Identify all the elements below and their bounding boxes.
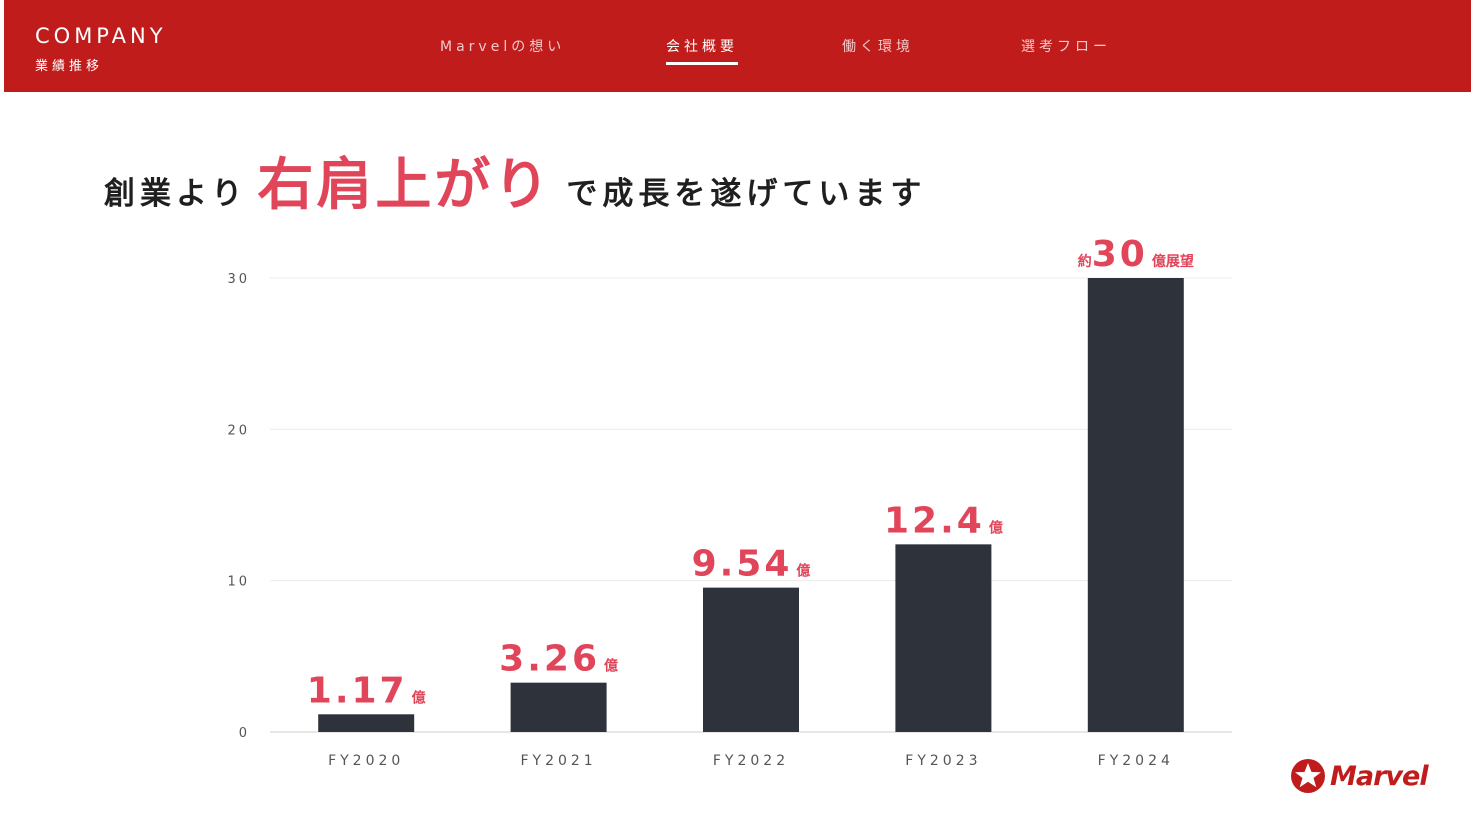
data-label-value: 9.54 xyxy=(692,544,793,585)
bar-layer xyxy=(318,278,1184,732)
data-label: 9.54 億 xyxy=(692,544,811,585)
bar-fy2021 xyxy=(510,682,607,732)
section-label-en: COMPANY xyxy=(35,24,167,48)
x-tick-label: FY2024 xyxy=(1098,753,1174,769)
y-tick-label: 10 xyxy=(227,575,250,590)
y-tick-label: 0 xyxy=(239,726,250,741)
nav-item-work-environment[interactable]: 働く環境 xyxy=(842,36,914,56)
bar-fy2022 xyxy=(703,587,799,732)
data-label-unit: 億展望 xyxy=(1152,253,1194,270)
nav-item-label: Marvelの想い xyxy=(440,39,566,55)
y-tick-label: 20 xyxy=(227,423,250,438)
nav-item-label: 会社概要 xyxy=(666,39,738,55)
nav-item-label: 働く環境 xyxy=(842,39,914,55)
data-label: 3.26 億 xyxy=(499,639,618,680)
x-tick-label: FY2022 xyxy=(713,753,789,769)
company-logo: Marvel xyxy=(1290,756,1429,796)
bar-fy2023 xyxy=(895,544,992,732)
bar-fy2024 xyxy=(1087,278,1184,732)
data-label-value: 3.26 xyxy=(499,639,600,680)
data-label-value: 1.17 xyxy=(307,670,408,711)
nav-active-underline xyxy=(666,62,738,65)
x-tick-label: FY2020 xyxy=(328,753,404,769)
data-label: 1.17 億 xyxy=(307,670,426,711)
nav-item-company-overview[interactable]: 会社概要 xyxy=(666,36,738,65)
page-headline: 創業より 右肩上がり で成長を遂げています xyxy=(104,140,927,218)
x-tick-label: FY2023 xyxy=(905,753,981,769)
data-label-unit: 億 xyxy=(604,658,618,675)
data-label: 12.4 億 xyxy=(884,500,1003,541)
data-label: 約30 億展望 xyxy=(1078,234,1194,275)
data-label-unit: 億 xyxy=(796,563,810,580)
data-label-unit: 億 xyxy=(412,689,426,706)
logo-wordmark: Marvel xyxy=(1330,760,1429,792)
nav-item-philosophy[interactable]: Marvelの想い xyxy=(440,36,565,56)
data-label-value: 12.4 xyxy=(884,500,985,541)
headline-prefix: 創業より xyxy=(104,176,248,212)
data-label-prefix: 約 xyxy=(1078,253,1092,270)
headline-emphasis: 右肩上がり xyxy=(257,153,553,218)
section-label-jp: 業績推移 xyxy=(35,59,104,74)
bar-fy2020 xyxy=(318,714,415,732)
nav-item-selection-flow[interactable]: 選考フロー xyxy=(1021,36,1111,56)
x-tick-label: FY2021 xyxy=(520,753,596,769)
data-label-unit: 億 xyxy=(989,519,1003,536)
y-tick-label: 30 xyxy=(227,272,250,287)
nav-item-label: 選考フロー xyxy=(1021,39,1111,55)
star-badge-icon xyxy=(1291,759,1325,793)
data-label-value: 30 xyxy=(1092,234,1148,275)
headline-suffix: で成長を遂げています xyxy=(566,176,927,212)
top-header-bar: COMPANY 業績推移 Marvelの想い 会社概要 働く環境 選考フロー xyxy=(4,0,1471,92)
